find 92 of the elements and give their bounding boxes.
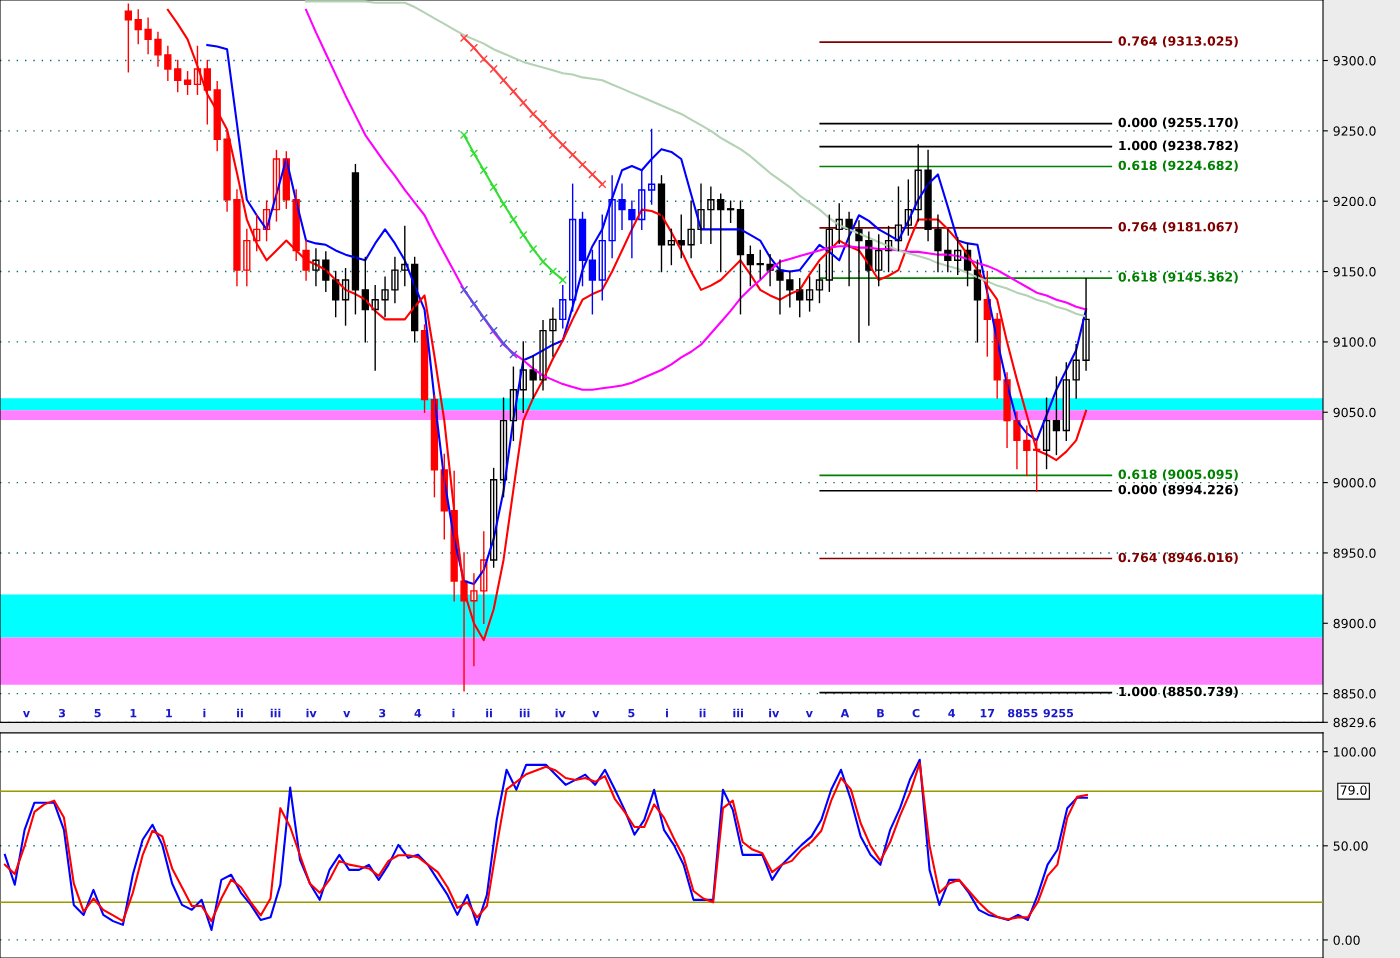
ref-line-label: 0.618 (9145.362) xyxy=(1118,272,1238,284)
point xyxy=(578,160,587,169)
annotation: ii xyxy=(699,708,706,718)
point xyxy=(489,64,498,74)
candlestick xyxy=(815,263,824,304)
point xyxy=(459,285,469,295)
point xyxy=(598,180,607,189)
annotation: i xyxy=(666,708,668,718)
point xyxy=(469,43,479,53)
annotation: A xyxy=(840,709,850,718)
ref-line-label: 0.618 (9224.682) xyxy=(1118,160,1238,172)
point xyxy=(509,87,518,96)
point xyxy=(489,182,498,192)
point xyxy=(499,76,508,85)
ref-line-label: 0.764 (9181.067) xyxy=(1118,221,1238,233)
point xyxy=(568,150,577,159)
annotation: iii xyxy=(519,708,530,718)
y-tick-label: 100.00 xyxy=(1334,747,1376,757)
point xyxy=(459,33,469,43)
point xyxy=(509,350,518,359)
y-tick-label: 9250.0 xyxy=(1333,126,1376,136)
annotation: 3 xyxy=(379,708,386,718)
annotation: v xyxy=(805,711,813,718)
text: 5 xyxy=(94,709,101,718)
annotation: iv xyxy=(555,708,566,718)
point xyxy=(538,257,548,266)
y-tick-label: 9200.0 xyxy=(1333,196,1376,207)
ref-line-label: 0.618 (9005.095) xyxy=(1118,469,1238,481)
annotation: iv xyxy=(306,708,317,718)
y-tick-label: 9100.0 xyxy=(1333,337,1376,347)
text: 3 xyxy=(58,708,66,718)
candlestick xyxy=(667,228,676,266)
point xyxy=(519,98,528,107)
point xyxy=(548,267,558,276)
annotation: 1 xyxy=(166,709,172,718)
point xyxy=(528,109,538,119)
y-tick-label: 8900.0 xyxy=(1333,618,1376,629)
point xyxy=(538,119,548,128)
point xyxy=(509,215,518,224)
point xyxy=(528,244,538,254)
annotation: C xyxy=(912,708,920,718)
annotation: i xyxy=(452,708,455,718)
ref-line-label: 0.000 (8994.226) xyxy=(1118,484,1238,496)
annotation: 4 xyxy=(414,709,422,718)
point xyxy=(558,275,567,285)
y-tick-label: 0.00 xyxy=(1333,935,1360,945)
ref-line-label: 0.764 (8946.016) xyxy=(1118,552,1238,564)
annotation: 17 xyxy=(980,709,995,718)
point xyxy=(548,130,558,140)
annotation: 8855 xyxy=(1008,708,1038,718)
annotation: 9255 xyxy=(1043,708,1074,718)
line-series xyxy=(305,8,1088,391)
y-tick-label: 9150.0 xyxy=(1333,267,1376,277)
point xyxy=(479,313,488,323)
point xyxy=(469,299,479,309)
point xyxy=(588,170,597,179)
ref-line-label: 79.0 xyxy=(1340,785,1367,795)
point xyxy=(519,230,528,240)
annotation: iv xyxy=(769,708,780,718)
annotation: i xyxy=(203,708,206,718)
y-tick-label: 50.00 xyxy=(1333,841,1368,851)
y-tick-label: 8950.0 xyxy=(1333,548,1376,558)
ref-line-label: 0.000 (9255.170) xyxy=(1118,117,1238,129)
point xyxy=(459,130,469,140)
annotation: 5 xyxy=(628,709,635,718)
point xyxy=(489,326,498,335)
point xyxy=(499,199,508,209)
line-series xyxy=(305,0,1088,318)
y-tick-label: 9300.0 xyxy=(1333,55,1376,66)
ref-line-label: 0.764 (9313.025) xyxy=(1118,36,1238,48)
point xyxy=(479,166,488,175)
ref-line-label: 1.000 (8850.739) xyxy=(1119,686,1238,698)
annotation: iii xyxy=(733,708,743,718)
y-tick-label: 8829.6 xyxy=(1333,717,1376,728)
annotation: v xyxy=(592,711,600,718)
point xyxy=(499,339,508,348)
y-tick-label: 9050.0 xyxy=(1333,407,1376,418)
annotation: ii xyxy=(486,708,492,718)
annotation: 1 xyxy=(130,709,137,718)
annotation: B xyxy=(877,709,884,718)
point xyxy=(479,54,488,64)
text: v xyxy=(23,711,30,718)
point xyxy=(469,149,479,158)
annotation: v xyxy=(343,711,351,718)
ref-line-label: 1.000 (9238.782) xyxy=(1119,140,1238,152)
y-tick-label: 9000.0 xyxy=(1333,478,1376,488)
annotation: iii xyxy=(270,708,281,718)
candlestick xyxy=(786,270,794,308)
annotation: ii xyxy=(237,708,243,718)
point xyxy=(558,140,567,150)
y-tick-label: 8850.0 xyxy=(1333,689,1376,699)
annotation: 4 xyxy=(948,709,955,718)
